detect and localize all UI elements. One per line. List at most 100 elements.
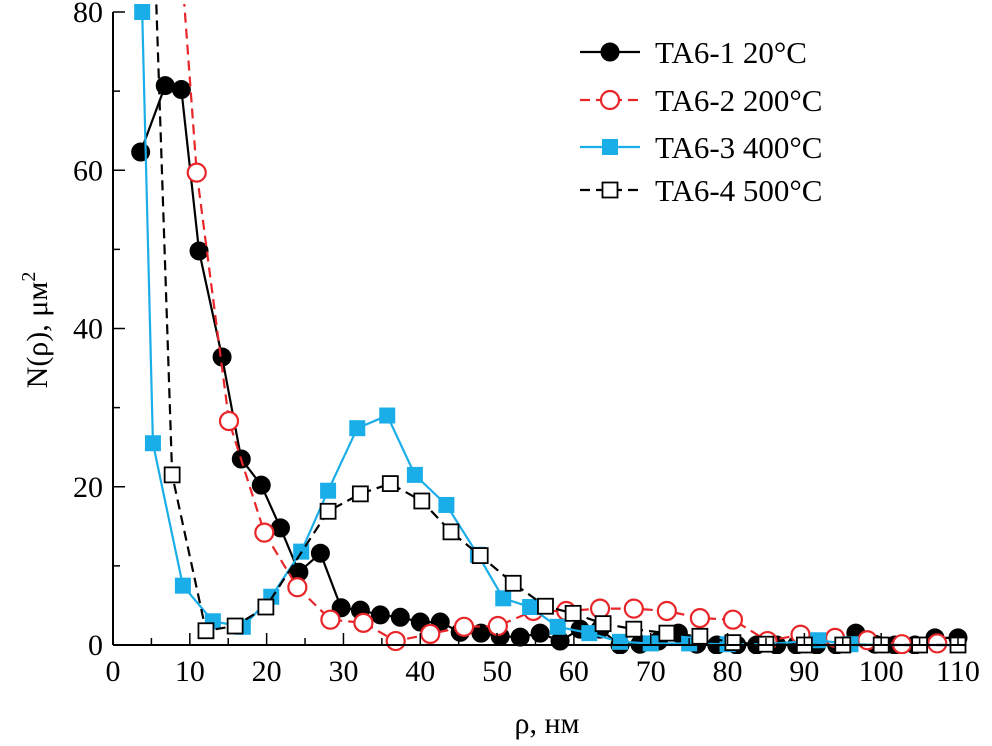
x-tick-label: 110 [936,655,980,688]
legend-label: TA6-1 20°C [655,35,807,70]
data-point [413,492,431,510]
legend-item: TA6-1 20°C [580,35,807,70]
data-point [530,623,550,643]
x-tick-label: 90 [789,655,819,688]
y-axis-label-sup: 2 [18,272,40,282]
data-point [487,615,508,637]
legend: TA6-1 20°C TA6-2 200°C TA6-3 400°C TA6-4 50… [580,35,823,208]
data-point [471,547,489,564]
x-tick-label: 30 [328,655,358,688]
data-point [218,410,240,432]
x-axis-label: ρ, нм [514,707,579,740]
series-line [183,4,938,646]
y-tick-label: 40 [73,313,103,346]
data-point [522,599,539,616]
x-tick-label: 60 [559,655,589,688]
data-point [320,482,337,499]
data-point [537,597,554,615]
data-point [349,420,366,437]
data-point [599,89,621,111]
data-point [927,633,948,654]
data-point [171,80,191,100]
axes: 0 10 20 30 40 50 60 70 80 90 100 110 0 20 40 60 80 [73,0,980,688]
data-point [381,475,399,492]
series-3 [134,4,966,653]
data-point [589,598,611,619]
data-point [226,617,244,635]
data-point [564,604,582,622]
data-point [310,543,330,563]
data-point [581,625,598,642]
x-tick-label: 40 [405,655,435,688]
data-point [691,627,709,645]
x-tick-label: 80 [713,655,743,688]
data-point [658,624,676,642]
data-point [442,523,460,541]
data-point [689,607,710,629]
data-point [134,4,151,20]
data-point [379,407,396,424]
data-point [625,620,643,638]
data-point [186,162,207,183]
x-tick-label: 10 [175,655,205,688]
data-point [495,590,512,607]
y-tick-label: 60 [73,154,103,187]
y-tick-label: 80 [73,0,103,29]
series-2 [183,4,948,654]
data-point [510,627,530,647]
series-layer [131,4,968,654]
data-point [420,623,441,645]
data-point [287,577,308,598]
x-tick-label: 70 [636,655,666,688]
data-point [504,574,522,592]
data-point [144,435,161,452]
data-point [438,496,455,513]
data-point [724,634,742,652]
data-point [257,598,275,616]
data-point [549,618,566,635]
legend-item: TA6-2 200°C [580,83,823,118]
data-point [471,623,491,643]
series-line [139,84,958,647]
series-4 [155,4,967,654]
data-point [251,475,271,495]
y-axis-label-main: N(ρ), μм [21,282,54,389]
data-point [351,485,369,503]
x-tick-label: 0 [106,655,121,688]
legend-label: TA6-2 200°C [655,83,823,118]
data-point [594,615,612,633]
data-point [390,607,410,627]
data-point [406,466,423,483]
y-tick-label: 0 [88,629,103,662]
x-tick-label: 20 [252,655,282,688]
data-point [453,616,475,637]
legend-item: TA6-3 400°C [580,130,823,165]
data-point [353,612,374,633]
legend-label: TA6-3 400°C [655,130,823,165]
data-point [612,633,628,650]
series-1 [131,76,968,654]
legend-label: TA6-4 500°C [655,173,823,208]
data-point [623,598,644,619]
y-tick-label: 20 [73,471,103,504]
data-point [320,609,341,630]
data-point [254,522,275,543]
legend-item: TA6-4 500°C [580,173,823,208]
data-point [197,622,215,640]
x-tick-label: 100 [859,655,904,688]
x-tick-label: 50 [482,655,512,688]
data-point [602,139,618,155]
data-point [370,605,390,625]
y-axis-label: N(ρ), μм2 [18,272,54,389]
data-point [163,466,181,484]
series-line [155,4,958,647]
data-point [174,577,191,594]
data-point [600,42,620,62]
series-line [141,11,958,647]
data-point [385,630,406,652]
data-point [189,241,209,261]
data-point [131,142,151,162]
data-point [601,181,619,199]
data-point [319,502,337,520]
